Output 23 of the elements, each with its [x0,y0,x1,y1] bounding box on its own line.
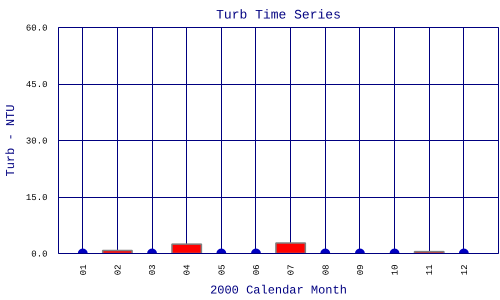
bar [171,243,202,254]
x-tick-label: 12 [460,264,470,276]
y-tick-label: 60.0 [26,24,48,34]
y-axis-title: Turb - NTU [4,104,18,177]
x-tick-label: 06 [252,264,262,276]
x-tick-label: 10 [390,264,401,276]
x-tick-label: 07 [286,264,297,276]
x-axis-title: 2000 Calendar Month [210,283,347,298]
x-tick-label: 05 [217,264,228,276]
x-tick-label: 02 [113,264,124,276]
x-tick-label: 01 [78,264,89,276]
y-tick-label: 30.0 [26,136,48,146]
x-tick-label: 11 [425,264,436,276]
bar [102,250,133,254]
x-tick-label: 09 [356,264,366,276]
x-tick-label: 08 [321,264,332,276]
x-tick-label: 03 [148,264,158,276]
x-tick-label: 04 [182,264,193,276]
bar [275,242,306,254]
chart-title: Turb Time Series [216,8,341,22]
y-tick-label: 0.0 [31,250,48,260]
y-tick-label: 45.0 [26,80,48,90]
y-tick-label: 15.0 [26,193,48,203]
